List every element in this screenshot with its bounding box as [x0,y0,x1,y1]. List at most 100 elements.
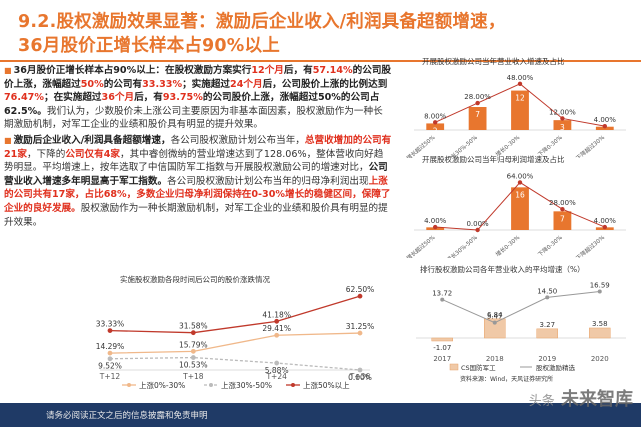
share-point [602,224,607,230]
p1-s5: 57.14% [312,65,353,76]
bar [468,107,487,130]
bar-value-label: 1 [602,130,607,139]
p2-s9: 上涨的公司共有17家，占比68%，多数企业归母净利润保持在0-30%增长的稳健区… [4,175,391,214]
bar [553,211,572,230]
share-label: 28.00% [464,93,491,101]
legend-marker [291,383,295,387]
inc-line [442,291,600,324]
legend-label: 上涨0%-30% [139,380,185,390]
p1-s20: 我们认为，少数股价未上涨公司主要原因为非基本面因素，股权激励作为一种长期激励机制… [4,105,383,131]
footer-bar [0,403,641,427]
share-point [475,227,480,233]
avg-growth-chart-svg: -1.07 2017 6.84 2018 3.27 2019 3.58 2020 13.72 5.… [416,282,626,382]
year-label: 2018 [486,355,504,363]
cs-value-label: -1.07 [433,344,451,352]
period-label: T+18 [182,372,204,381]
cs-value-label: 3.58 [592,320,608,328]
series-value-label: 31.58% [179,322,208,331]
revenue-chart-svg: 2增长超过50%7增长30%-50%12增长0-30%3下降0-30%1下降超过… [405,74,626,158]
series-value-label: 33.33% [96,320,125,329]
avg-growth-chart-title: 排行股权激励公司各年营业收入的平均增速（%） [420,265,585,274]
series-point [190,330,196,336]
p1-lead: 36月股价正增长样本占90%以上： [13,65,166,76]
p1-s7: 50% [80,78,104,90]
bullet-icon: ■ [4,66,12,75]
series-value-label: 14.29% [96,342,125,351]
series-value-label: 29.41% [262,324,291,333]
category-label: 下降0-30% [536,233,564,258]
series-point [190,355,196,360]
p2-lead: 激励后企业收入/利润具备超额增速， [13,134,171,146]
period-label: T+36 [349,372,371,381]
cs-bar [484,318,506,339]
bar [426,123,445,130]
p2-s6: ，其中睿创微纳的营业增速达到了128.06%，整体营收向好趋势明显。平均增速上，… [4,148,384,174]
p2-s3: 总营收增加的公司有21家 [4,134,392,160]
year-label: 2019 [538,355,556,363]
profit-chart: 开展股权激励公司当年归母利润增速及占比 1 增长超过50% 增长30%-50% 16 增… [400,154,638,258]
series-point [357,330,363,336]
year-label: 2017 [433,355,451,363]
inc-value-label: 14.50 [537,287,557,295]
inc-point [440,297,445,302]
share-label: 4.00% [594,217,617,225]
share-point [433,224,438,230]
page-title-line1: 9.2.股权激励效果显著：激励后企业收入/利润具备超额增速， [18,12,506,32]
series-point [107,328,113,334]
watermark-prefix: 头条 [528,394,555,409]
share-point [475,100,480,106]
share-label: 48.00% [507,74,534,82]
category-label: 下降超过30% [574,233,606,258]
p1-s13: 76.47% [4,92,44,104]
p2-s7: 公司营业收入增速多年明显高于军工指数。 [4,162,388,187]
category-label: 增长0-30% [494,233,522,258]
p2-s8: 各公司股权激励计划公布当年的归母净利润出现 [167,175,369,187]
share-point [517,81,523,87]
cs-bar [431,337,453,342]
series-value-label: 41.18% [262,310,291,319]
share-label: 0.00% [466,220,489,228]
inc-value-label: 5.47 [487,313,503,321]
cs-bar [536,328,558,339]
share-point [560,207,565,212]
category-label: 增长超过50% [405,233,437,258]
price-chart-svg: 14.29% 15.79% 29.41% 31.25% 9.52% 10.53% 5.88%… [96,285,375,390]
series-point [190,348,196,354]
share-label: 8.00% [424,112,447,120]
series-point [107,350,113,356]
footer-disclaimer[interactable]: 请务必阅读正文之后的信息披露和免责申明 [46,411,208,421]
period-label: T+12 [99,372,121,381]
watermark-main: 未来智库 [561,389,633,410]
p1-s3: 12个月 [251,65,284,76]
p1-s9: 33.33% [142,78,183,90]
series-point [274,318,280,324]
series-line [109,332,361,354]
bar-value-label: 12 [515,94,525,103]
p1-s14: ； [43,92,54,104]
legend-label: 上涨50%以上 [303,380,350,390]
inc-point [492,320,497,325]
legend-marker [209,383,213,387]
legend-label: 上涨30%-50% [221,380,272,390]
category-label: 增长30%-50% [445,233,479,258]
price-chart-title: 实施股权激励各段时间后公司的股价涨跌情况 [120,275,270,284]
p1-s18: 93.75% [162,92,203,104]
watermark: 头条 未来智库 [529,385,633,411]
inc-point [597,289,602,294]
share-point [517,180,523,185]
p1-s8: 的公司有 [103,78,143,90]
legend-inc-label: 股权激励精选 [536,363,576,372]
share-point [433,120,438,125]
share-label: 4.00% [424,217,447,225]
cs-value-label: 3.27 [539,321,555,329]
p2-s2: 各公司股权激励计划公布当年， [170,134,305,146]
share-label: 64.00% [507,172,534,180]
bar [511,187,529,230]
profit-chart-title: 开展股权激励公司当年归母利润增速及占比 [422,155,565,164]
paragraph-revenue: ■ 激励后企业收入/利润具备超额增速，各公司股权激励计划公布当年，总营收增加的公司… [4,134,392,229]
inc-value-label: 16.59 [590,282,610,290]
series-value-label: 62.50% [346,285,375,294]
bar [553,120,572,130]
revenue-chart: 开展股权激励公司当年营业收入增速及占比 2 增长超过50% 7 增长30%-50% 12… [400,56,638,158]
